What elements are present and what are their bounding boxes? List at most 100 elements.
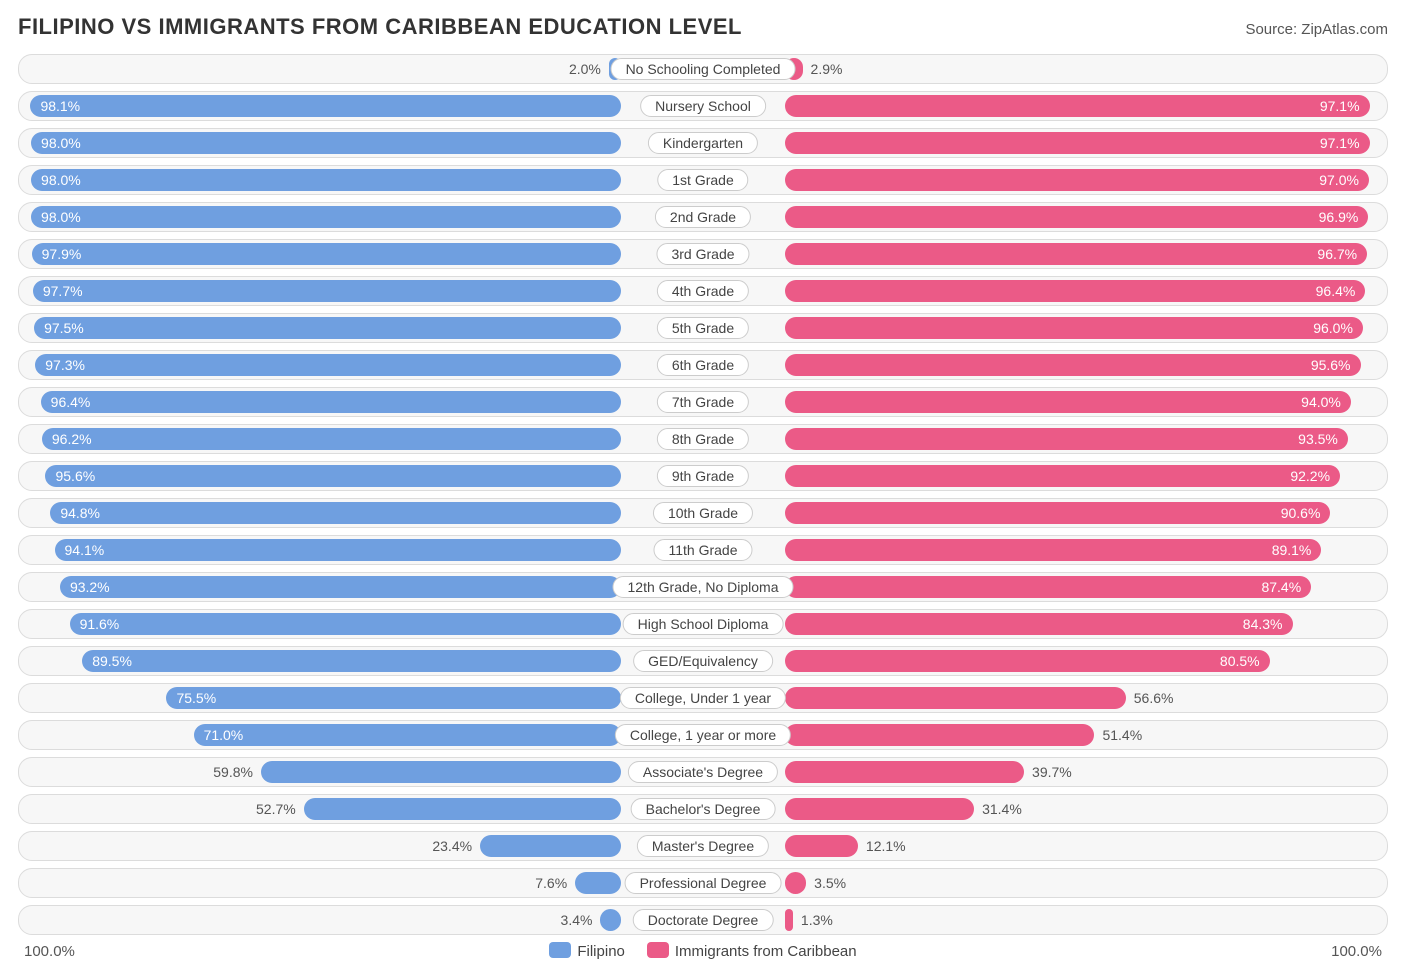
- bar-left-value: 97.3%: [45, 358, 85, 372]
- bar-right-value: 1.3%: [801, 913, 833, 927]
- bar-row: 94.8%90.6%10th Grade: [18, 498, 1388, 528]
- bar-row: 75.5% 56.6% College, Under 1 year: [18, 683, 1388, 713]
- bar-right-value: 3.5%: [814, 876, 846, 890]
- category-label: Associate's Degree: [628, 761, 778, 783]
- bar-right-value: 80.5%: [1220, 654, 1260, 668]
- bar-row: 59.8%39.7%Associate's Degree: [18, 757, 1388, 787]
- category-label: No Schooling Completed: [611, 58, 796, 80]
- bar-left: 98.0%: [31, 206, 621, 228]
- bar-right-value: 96.9%: [1319, 210, 1359, 224]
- category-label: 12th Grade, No Diploma: [613, 576, 794, 598]
- bar-right: 96.7%: [785, 243, 1367, 265]
- bar-right: 96.0%: [785, 317, 1363, 339]
- bar-right-value: 2.9%: [811, 62, 843, 76]
- category-label: 2nd Grade: [655, 206, 751, 228]
- bar-right: 87.4%: [785, 576, 1311, 598]
- category-label: 7th Grade: [657, 391, 749, 413]
- bar-right: [785, 909, 793, 931]
- bar-right: 94.0%: [785, 391, 1351, 413]
- bar-left-value: 97.5%: [44, 321, 84, 335]
- bar-right-value: 95.6%: [1311, 358, 1351, 372]
- bar-right-value: 51.4%: [1102, 728, 1142, 742]
- bar-right: 96.4%: [785, 280, 1365, 302]
- bar-right-value: 92.2%: [1290, 469, 1330, 483]
- bar-left: 71.0%: [194, 724, 621, 746]
- bar-row: 96.2%93.5%8th Grade: [18, 424, 1388, 454]
- bar-right: [785, 835, 858, 857]
- bar-right-value: 94.0%: [1301, 395, 1341, 409]
- bar-row: 95.6% 92.2% 9th Grade: [18, 461, 1388, 491]
- bar-row: 23.4% 12.1% Master's Degree: [18, 831, 1388, 861]
- bar-left-value: 97.7%: [43, 284, 83, 298]
- bar-left-value: 52.7%: [256, 802, 296, 816]
- bar-left-value: 98.0%: [41, 136, 81, 150]
- category-label: College, Under 1 year: [620, 687, 786, 709]
- chart-title: FILIPINO VS IMMIGRANTS FROM CARIBBEAN ED…: [18, 14, 742, 40]
- source-label: Source: ZipAtlas.com: [1245, 21, 1388, 38]
- category-label: 5th Grade: [657, 317, 749, 339]
- category-label: 8th Grade: [657, 428, 749, 450]
- bar-left: 97.3%: [35, 354, 621, 376]
- category-label: 3rd Grade: [656, 243, 749, 265]
- category-label: Bachelor's Degree: [631, 798, 776, 820]
- bar-right-value: 31.4%: [982, 802, 1022, 816]
- legend-item-right: Immigrants from Caribbean: [647, 942, 857, 960]
- bar-left: [304, 798, 621, 820]
- bar-right: [785, 872, 806, 894]
- bar-right: [785, 761, 1024, 783]
- bar-right-value: 56.6%: [1134, 691, 1174, 705]
- bar-left: 96.4%: [41, 391, 621, 413]
- legend-swatch-left: [549, 942, 571, 958]
- bar-row: 91.6%84.3%High School Diploma: [18, 609, 1388, 639]
- bar-row: 2.0% 2.9% No Schooling Completed: [18, 54, 1388, 84]
- bar-left-value: 23.4%: [432, 839, 472, 853]
- bar-left: 91.6%: [70, 613, 621, 635]
- bar-left: 97.7%: [33, 280, 621, 302]
- bar-left-value: 96.4%: [51, 395, 91, 409]
- category-label: 4th Grade: [657, 280, 749, 302]
- category-label: 9th Grade: [657, 465, 749, 487]
- bar-right-value: 96.0%: [1313, 321, 1353, 335]
- bar-right: [785, 798, 974, 820]
- bar-left: [600, 909, 620, 931]
- bar-left-value: 91.6%: [80, 617, 120, 631]
- bar-left: 93.2%: [60, 576, 621, 598]
- bar-left: 97.9%: [32, 243, 621, 265]
- legend-swatch-right: [647, 942, 669, 958]
- axis-left-max: 100.0%: [24, 943, 75, 960]
- bar-right: 93.5%: [785, 428, 1348, 450]
- bar-left-value: 93.2%: [70, 580, 110, 594]
- bar-right: [785, 724, 1094, 746]
- bar-left-value: 98.0%: [41, 173, 81, 187]
- bar-left-value: 75.5%: [176, 691, 216, 705]
- bar-left-value: 7.6%: [535, 876, 567, 890]
- bar-left: [575, 872, 621, 894]
- bar-row: 93.2% 87.4% 12th Grade, No Diploma: [18, 572, 1388, 602]
- category-label: College, 1 year or more: [615, 724, 791, 746]
- category-label: Doctorate Degree: [633, 909, 774, 931]
- bar-left-value: 97.9%: [42, 247, 82, 261]
- bar-left: 98.0%: [31, 132, 621, 154]
- bar-row: 98.0%97.0%1st Grade: [18, 165, 1388, 195]
- bar-row: 97.5% 96.0% 5th Grade: [18, 313, 1388, 343]
- category-label: 1st Grade: [657, 169, 748, 191]
- diverging-bar-chart: 2.0% 2.9% No Schooling Completed 98.1% 97.1%…: [18, 54, 1388, 935]
- bar-right: 89.1%: [785, 539, 1321, 561]
- bar-left: 95.6%: [45, 465, 620, 487]
- bar-right-value: 12.1%: [866, 839, 906, 853]
- bar-left-value: 59.8%: [213, 765, 253, 779]
- bar-right-value: 96.4%: [1316, 284, 1356, 298]
- legend: Filipino Immigrants from Caribbean: [549, 942, 856, 960]
- bar-row: 97.3% 95.6% 6th Grade: [18, 350, 1388, 380]
- bar-left-value: 2.0%: [569, 62, 601, 76]
- bar-left-value: 3.4%: [561, 913, 593, 927]
- bar-right-value: 90.6%: [1281, 506, 1321, 520]
- bar-left: 98.1%: [30, 95, 620, 117]
- bar-row: 98.0%97.1%Kindergarten: [18, 128, 1388, 158]
- category-label: Master's Degree: [637, 835, 769, 857]
- bar-right-value: 97.1%: [1320, 136, 1360, 150]
- bar-right-value: 89.1%: [1272, 543, 1312, 557]
- bar-right-value: 87.4%: [1261, 580, 1301, 594]
- category-label: 6th Grade: [657, 354, 749, 376]
- bar-left-value: 94.1%: [65, 543, 105, 557]
